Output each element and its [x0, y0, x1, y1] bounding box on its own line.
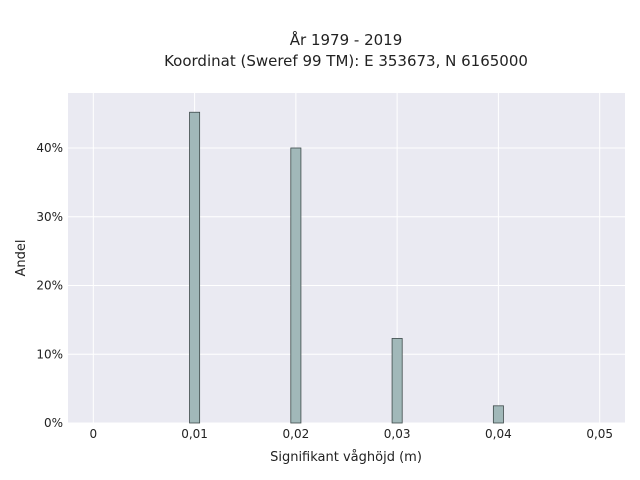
- x-tick-label: 0,05: [586, 427, 613, 441]
- x-axis-ticks: 0 0,01 0,02 0,03 0,04 0,05: [89, 427, 613, 441]
- chart-subtitle: Koordinat (Sweref 99 TM): E 353673, N 61…: [164, 52, 528, 70]
- bar-1: [189, 111, 201, 424]
- y-tick-label: 10%: [36, 347, 63, 361]
- y-tick-label: 0%: [44, 416, 63, 430]
- x-axis-label: Signifikant våghöjd (m): [270, 450, 422, 465]
- y-tick-label: 40%: [36, 141, 63, 155]
- chart-title: År 1979 - 2019: [290, 30, 403, 49]
- y-axis-label: Andel: [14, 240, 29, 277]
- bar-3: [391, 338, 403, 424]
- x-tick-label: 0,03: [384, 427, 411, 441]
- x-tick-label: 0,04: [485, 427, 512, 441]
- x-tick-label: 0: [89, 427, 97, 441]
- y-tick-label: 30%: [36, 210, 63, 224]
- x-tick-label: 0,02: [283, 427, 310, 441]
- y-axis-ticks: 0% 10% 20% 30% 40%: [36, 141, 63, 430]
- y-tick-label: 20%: [36, 279, 63, 293]
- bars: [189, 111, 504, 424]
- x-tick-label: 0,01: [181, 427, 208, 441]
- plot-area: [68, 93, 625, 423]
- bar-4: [492, 405, 504, 424]
- bar-2: [290, 147, 302, 424]
